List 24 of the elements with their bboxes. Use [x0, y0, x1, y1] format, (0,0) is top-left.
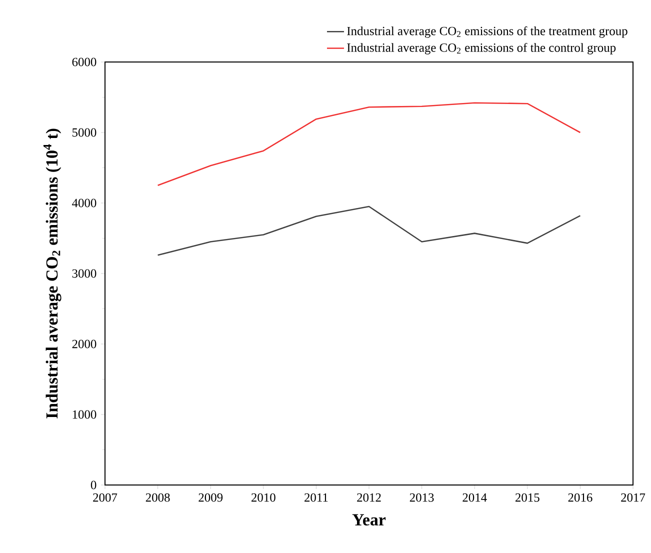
line-series: [157, 206, 581, 256]
y-tick-label: 1000: [72, 410, 96, 419]
x-tick-label: 2012: [357, 493, 381, 502]
line-series: [157, 102, 581, 186]
x-tick-label: 2010: [251, 493, 276, 502]
x-tick-label: 2015: [516, 493, 540, 502]
x-tick-label: 2008: [146, 493, 170, 502]
y-axis-title: Industrial average CO$_{2}$ emissions (10$^{4}$ t): [43, 128, 62, 418]
legend-label: Industrial average CO$_{2}$ emissions of the control group: [347, 42, 616, 54]
y-tick-label: 6000: [72, 58, 96, 66]
x-axis-title: Year: [352, 514, 386, 526]
x-tick-label: 2017: [621, 493, 646, 502]
y-tick-label: 2000: [72, 340, 96, 348]
y-tick-label: 5000: [72, 128, 96, 137]
x-tick-label: 2007: [93, 493, 118, 502]
y-tick-label: 4000: [72, 198, 96, 208]
x-tick-label: 2009: [198, 493, 223, 502]
x-tick-label: 2013: [410, 493, 434, 502]
y-tick-label: 0: [90, 480, 96, 490]
x-tick-label: 2011: [304, 493, 328, 502]
y-tick-label: 3000: [72, 269, 96, 278]
x-tick-label: 2014: [462, 493, 487, 502]
x-tick-label: 2016: [568, 493, 592, 502]
legend-label: Industrial average CO$_{2}$ emissions of the treatment group: [347, 26, 628, 38]
